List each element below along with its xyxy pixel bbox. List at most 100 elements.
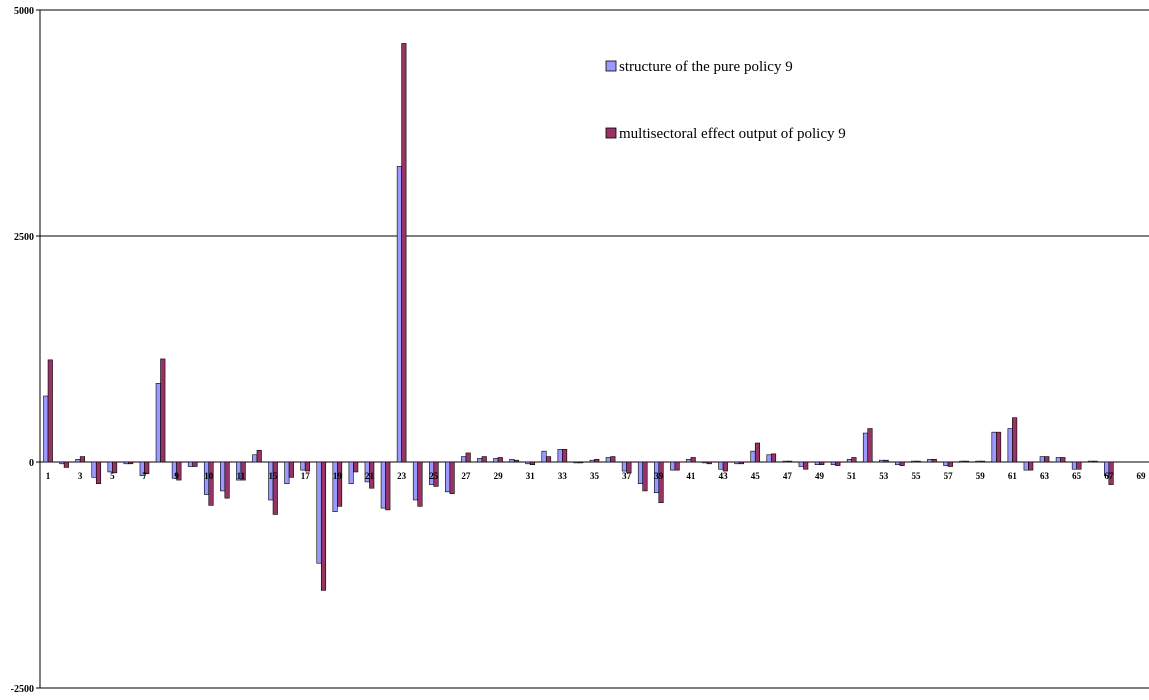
bar-s2-20 xyxy=(353,461,359,473)
bar-s2-29 xyxy=(497,457,503,463)
bar-s1-22 xyxy=(380,461,386,509)
bar-s1-18 xyxy=(316,461,322,564)
x-tick-label-12: 25 xyxy=(429,471,439,481)
bar-s1-23 xyxy=(396,166,402,463)
bar-s1-50 xyxy=(830,461,836,466)
legend: structure of the pure policy 9 multisect… xyxy=(605,59,846,142)
bar-s2-37 xyxy=(626,461,632,474)
bar-s2-7 xyxy=(144,461,150,475)
x-tick-label-22: 45 xyxy=(751,471,761,481)
bar-s2-40 xyxy=(674,461,680,471)
bar-s2-42 xyxy=(706,461,712,465)
y-tick-label-2: 0 xyxy=(29,458,34,469)
bar-s1-31 xyxy=(525,461,531,465)
bar-s1-51 xyxy=(846,458,852,463)
bar-s1-44 xyxy=(734,461,740,465)
bar-s2-18 xyxy=(320,461,327,591)
bar-s2-57 xyxy=(947,461,953,467)
bar-s2-45 xyxy=(754,442,761,463)
bar-s2-50 xyxy=(835,461,841,466)
bar-s1-28 xyxy=(477,458,483,463)
bar-s2-27 xyxy=(465,452,471,463)
bar-s1-10 xyxy=(187,461,193,467)
bar-s2-41 xyxy=(690,457,696,463)
legend-label-series-1: structure of the pure policy 9 xyxy=(619,59,793,75)
bar-s2-38 xyxy=(642,461,648,492)
bar-s2-5 xyxy=(112,461,118,474)
bar-s2-22 xyxy=(385,461,391,511)
bar-s2-48 xyxy=(803,461,809,470)
bar-s1-32 xyxy=(541,450,547,463)
bar-s2-53 xyxy=(883,459,889,463)
x-tick-label-2: 5 xyxy=(110,471,115,481)
bar-s2-67 xyxy=(1108,461,1114,485)
x-tick-label-11: 23 xyxy=(397,471,407,481)
bar-s2-47 xyxy=(787,460,793,463)
bar-s1-42 xyxy=(702,461,708,464)
bar-s2-26 xyxy=(449,461,455,494)
x-tick-labels: 1 3 5 7 9 10 11 15 17 19 21 23 25 27 29 31 33 35 37 39 41 43 4… xyxy=(46,471,1146,481)
legend-swatch-series-1 xyxy=(605,60,617,72)
bar-s1-26 xyxy=(445,461,451,493)
bar-s2-39 xyxy=(658,461,664,503)
x-tick-label-28: 57 xyxy=(944,471,954,481)
x-tick-label-21: 43 xyxy=(719,471,729,481)
bar-s2-44 xyxy=(738,461,744,465)
bar-s1-3 xyxy=(75,458,81,463)
bar-s2-63 xyxy=(1044,456,1050,463)
bars xyxy=(43,43,1114,591)
bar-s1-47 xyxy=(782,460,788,463)
axes xyxy=(36,9,1149,689)
bar-s2-10 xyxy=(192,461,198,467)
bar-s2-28 xyxy=(481,456,487,463)
bar-s2-4 xyxy=(95,461,102,484)
x-tick-label-18: 37 xyxy=(622,471,632,481)
bar-s2-2 xyxy=(63,461,69,468)
x-tick-label-29: 59 xyxy=(976,471,986,481)
y-tick-label-3: -2500 xyxy=(11,684,34,695)
x-tick-label-5: 10 xyxy=(204,471,214,481)
y-tick-label-1: 2500 xyxy=(14,232,34,243)
x-tick-label-23: 47 xyxy=(783,471,793,481)
x-tick-label-32: 65 xyxy=(1072,471,1082,481)
x-tick-label-7: 15 xyxy=(269,471,279,481)
bar-s2-65 xyxy=(1076,461,1082,470)
bar-s1-45 xyxy=(750,450,756,463)
x-tick-label-16: 33 xyxy=(558,471,568,481)
bar-s2-43 xyxy=(722,461,728,472)
bar-s2-19 xyxy=(337,461,343,507)
bar-s1-35 xyxy=(589,459,595,463)
x-tick-label-1: 3 xyxy=(78,471,83,481)
bar-s1-12 xyxy=(220,461,226,492)
x-tick-label-4: 9 xyxy=(174,471,179,481)
bar-s2-11 xyxy=(208,461,214,506)
bar-s2-36 xyxy=(610,456,616,463)
x-tick-label-33: 67 xyxy=(1104,471,1114,481)
bar-s1-59 xyxy=(975,460,981,463)
bar-s2-8 xyxy=(160,358,166,463)
bar-s2-51 xyxy=(851,457,857,463)
bar-s2-14 xyxy=(256,449,262,463)
bar-s2-21 xyxy=(369,461,375,489)
bar-s2-33 xyxy=(562,449,568,463)
bar-s2-15 xyxy=(272,461,278,515)
bar-s2-31 xyxy=(529,461,536,466)
bar-s2-23 xyxy=(401,43,407,463)
bar-s2-16 xyxy=(288,461,294,478)
bar-s1-34 xyxy=(573,461,579,464)
bar-s2-56 xyxy=(931,458,937,463)
bar-s1-60 xyxy=(991,431,997,463)
bar-s1-48 xyxy=(798,461,804,467)
x-tick-label-20: 41 xyxy=(686,471,696,481)
bar-s2-25 xyxy=(433,461,439,487)
bar-s1-38 xyxy=(637,461,644,484)
bar-s1-2 xyxy=(59,461,65,465)
bar-s2-60 xyxy=(996,431,1002,463)
bar-s2-24 xyxy=(417,461,423,507)
x-tick-label-9: 19 xyxy=(333,471,343,481)
bar-s1-64 xyxy=(1055,457,1061,463)
bar-s1-63 xyxy=(1039,456,1045,463)
bar-s2-59 xyxy=(979,460,986,463)
bar-s1-37 xyxy=(621,461,627,472)
